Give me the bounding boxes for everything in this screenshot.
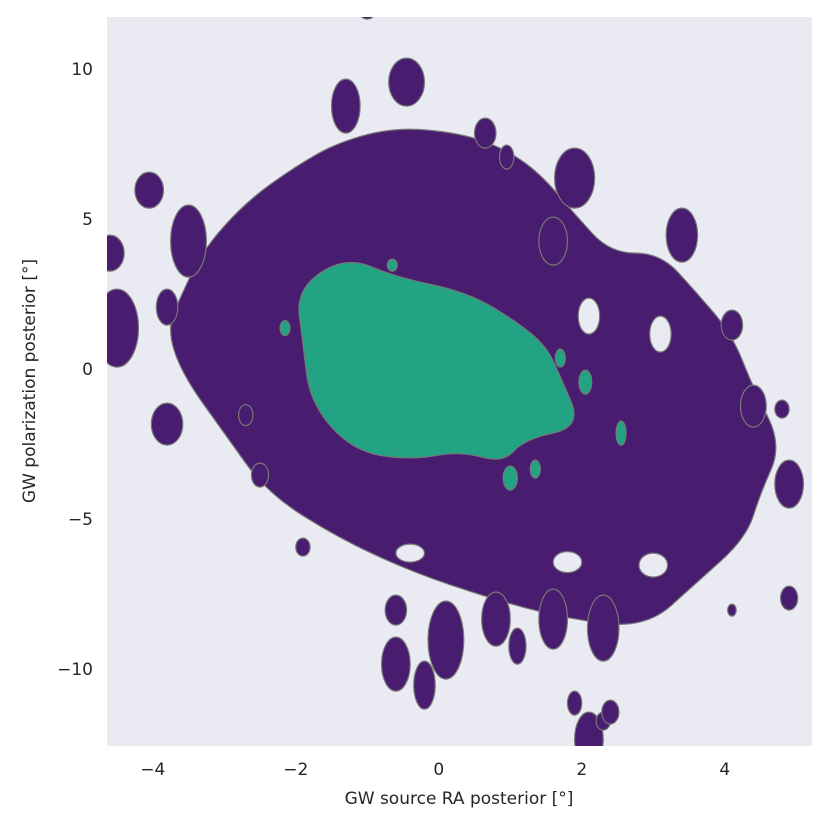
contour-island <box>727 603 737 617</box>
contour-group <box>107 17 805 746</box>
contour-inner-island <box>554 348 566 368</box>
contour-inner <box>298 261 575 460</box>
contour-inner-island <box>279 320 291 337</box>
contour-island <box>508 627 527 665</box>
contour-hole <box>552 550 583 574</box>
contour-inner-island <box>615 420 627 446</box>
contour-island <box>155 288 179 326</box>
contour-island <box>413 660 436 710</box>
x-axis-label: GW source RA posterior [°] <box>345 789 574 809</box>
contour-hole <box>649 315 672 353</box>
contour-island <box>170 204 207 278</box>
contour-island <box>665 207 699 263</box>
contour-island <box>601 699 620 725</box>
contour-inner-island <box>578 369 593 395</box>
y-tick-label: 0 <box>82 360 93 380</box>
contour-island <box>498 144 515 170</box>
y-axis-label: GW polarization posterior [°] <box>20 259 40 503</box>
contour-island <box>720 309 744 341</box>
contour-hole <box>577 297 601 335</box>
contour-island <box>150 402 184 446</box>
contour-island <box>779 585 799 611</box>
contour-island <box>237 404 254 427</box>
contour-island <box>538 216 569 266</box>
contour-island <box>384 594 408 626</box>
x-tick-label: −2 <box>283 760 308 780</box>
contour-island <box>134 171 165 209</box>
contour-island <box>538 588 569 650</box>
y-tick-label: 10 <box>71 60 93 80</box>
contour-island <box>107 288 140 368</box>
contour-island <box>774 459 805 509</box>
y-tick-label: 5 <box>82 210 93 230</box>
contour-hole <box>395 543 426 563</box>
contour-island <box>473 117 497 149</box>
contour-island <box>553 147 596 209</box>
x-tick-label: 4 <box>719 760 730 780</box>
contour-island <box>330 78 361 134</box>
contour-inner-island <box>502 465 519 491</box>
contour-island <box>427 600 465 680</box>
x-tick-label: 0 <box>433 760 444 780</box>
y-tick-label: −10 <box>57 660 93 680</box>
contour-island <box>295 537 311 557</box>
y-tick-label: −5 <box>68 510 93 530</box>
contour-island <box>107 234 125 272</box>
contour-hole <box>638 552 669 578</box>
contour-island <box>739 384 767 428</box>
contour-island <box>774 399 790 419</box>
contour-island <box>586 594 620 662</box>
contour-island <box>388 57 426 107</box>
contour-island <box>481 591 511 647</box>
contour-island <box>361 17 374 20</box>
contour-inner-island <box>386 258 398 272</box>
x-tick-label: 2 <box>576 760 587 780</box>
contour-island <box>380 636 411 692</box>
contour-island <box>250 462 270 488</box>
contour-inner-island <box>529 459 541 479</box>
contour-island <box>566 690 583 716</box>
x-tick-label: −4 <box>140 760 165 780</box>
